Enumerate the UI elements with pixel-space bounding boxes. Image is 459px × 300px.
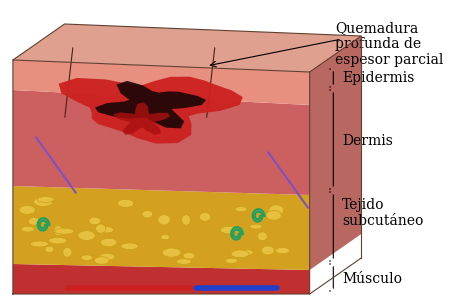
Ellipse shape <box>34 197 52 206</box>
Ellipse shape <box>37 196 54 202</box>
Ellipse shape <box>95 224 106 233</box>
Ellipse shape <box>142 211 152 218</box>
Ellipse shape <box>89 217 101 225</box>
Ellipse shape <box>54 226 63 236</box>
Ellipse shape <box>261 246 274 255</box>
Ellipse shape <box>265 211 281 220</box>
Polygon shape <box>13 60 309 105</box>
Ellipse shape <box>21 226 34 232</box>
Ellipse shape <box>120 243 138 250</box>
Text: Músculo: Músculo <box>341 272 401 286</box>
Ellipse shape <box>100 227 113 233</box>
Polygon shape <box>13 90 309 195</box>
Ellipse shape <box>268 205 283 215</box>
Ellipse shape <box>78 231 95 240</box>
Ellipse shape <box>257 232 267 241</box>
Ellipse shape <box>100 238 117 247</box>
Ellipse shape <box>199 212 210 221</box>
Text: Dermis: Dermis <box>341 134 392 148</box>
Ellipse shape <box>220 226 236 234</box>
Ellipse shape <box>235 207 246 212</box>
Ellipse shape <box>99 253 115 260</box>
Ellipse shape <box>45 246 54 253</box>
Ellipse shape <box>55 228 74 234</box>
Polygon shape <box>13 186 309 270</box>
Ellipse shape <box>162 248 181 257</box>
Polygon shape <box>13 24 360 72</box>
Ellipse shape <box>249 224 262 229</box>
Ellipse shape <box>81 255 92 260</box>
Ellipse shape <box>19 206 35 214</box>
Polygon shape <box>58 76 242 143</box>
Ellipse shape <box>94 257 109 264</box>
Polygon shape <box>95 81 206 128</box>
Ellipse shape <box>63 248 72 257</box>
Ellipse shape <box>242 250 252 255</box>
Polygon shape <box>13 264 309 294</box>
Ellipse shape <box>225 258 237 263</box>
Text: Tejido
subcutáneo: Tejido subcutáneo <box>341 198 422 228</box>
Ellipse shape <box>160 235 169 240</box>
Ellipse shape <box>183 252 195 259</box>
Ellipse shape <box>176 259 191 264</box>
Text: Quemadura
profunda de
espesor parcial: Quemadura profunda de espesor parcial <box>335 21 443 68</box>
Ellipse shape <box>230 250 249 258</box>
Ellipse shape <box>181 215 190 225</box>
Ellipse shape <box>275 248 289 254</box>
Polygon shape <box>113 102 170 135</box>
Ellipse shape <box>48 237 67 244</box>
Polygon shape <box>309 36 360 270</box>
Ellipse shape <box>28 218 40 225</box>
Text: Epidermis: Epidermis <box>341 71 414 85</box>
Ellipse shape <box>117 199 134 207</box>
Ellipse shape <box>30 241 49 247</box>
Ellipse shape <box>157 214 170 225</box>
